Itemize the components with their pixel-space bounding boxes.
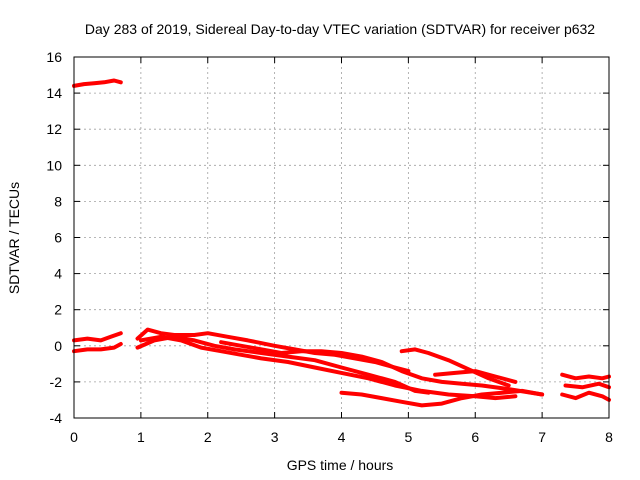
- axis-ticks: [73, 56, 610, 419]
- series-arc-11: [560, 372, 611, 381]
- series-arc-2: [72, 331, 123, 343]
- y-tick-label: 12: [46, 121, 62, 137]
- x-tick-label: 2: [204, 429, 212, 445]
- y-tick-label: -4: [50, 410, 63, 426]
- series-arc-12: [560, 390, 611, 402]
- x-tick-label: 3: [271, 429, 279, 445]
- x-axis-tick-labels: 0 1 2 3 4 5 6 7 8: [70, 429, 613, 445]
- x-tick-label: 5: [404, 429, 412, 445]
- series-arc-3: [72, 342, 123, 354]
- chart-title: Day 283 of 2019, Sidereal Day-to-day VTE…: [85, 21, 595, 37]
- series-arc-6: [138, 334, 518, 401]
- series-arc-13: [563, 381, 611, 390]
- x-tick-label: 0: [70, 429, 78, 445]
- x-tick-label: 6: [471, 429, 479, 445]
- y-tick-label: 2: [54, 302, 62, 318]
- x-tick-label: 8: [605, 429, 613, 445]
- y-tick-label: -2: [50, 374, 63, 390]
- series-arc-8: [339, 388, 545, 408]
- x-tick-label: 4: [338, 429, 346, 445]
- series-arc-1: [72, 78, 123, 88]
- x-axis-title: GPS time / hours: [287, 457, 394, 473]
- series-layer: [72, 78, 611, 408]
- series-arc-5: [135, 334, 431, 395]
- series-arc-9: [399, 347, 511, 388]
- y-axis-tick-labels: -4 -2 0 2 4 6 8 10 12 14 16: [46, 49, 62, 426]
- y-tick-label: 14: [46, 85, 62, 101]
- y-tick-label: 0: [54, 338, 62, 354]
- y-axis-title: SDTVAR / TECUs: [6, 182, 22, 294]
- series-arc-7: [219, 340, 545, 397]
- x-tick-label: 7: [538, 429, 546, 445]
- y-tick-label: 6: [54, 230, 62, 246]
- series-arc-4: [135, 327, 411, 374]
- series-arc-10: [433, 369, 518, 384]
- y-tick-label: 16: [46, 49, 62, 65]
- grid-lines: [74, 57, 609, 418]
- y-tick-label: 4: [54, 266, 62, 282]
- y-tick-label: 8: [54, 193, 62, 209]
- x-tick-label: 1: [137, 429, 145, 445]
- y-tick-label: 10: [46, 157, 62, 173]
